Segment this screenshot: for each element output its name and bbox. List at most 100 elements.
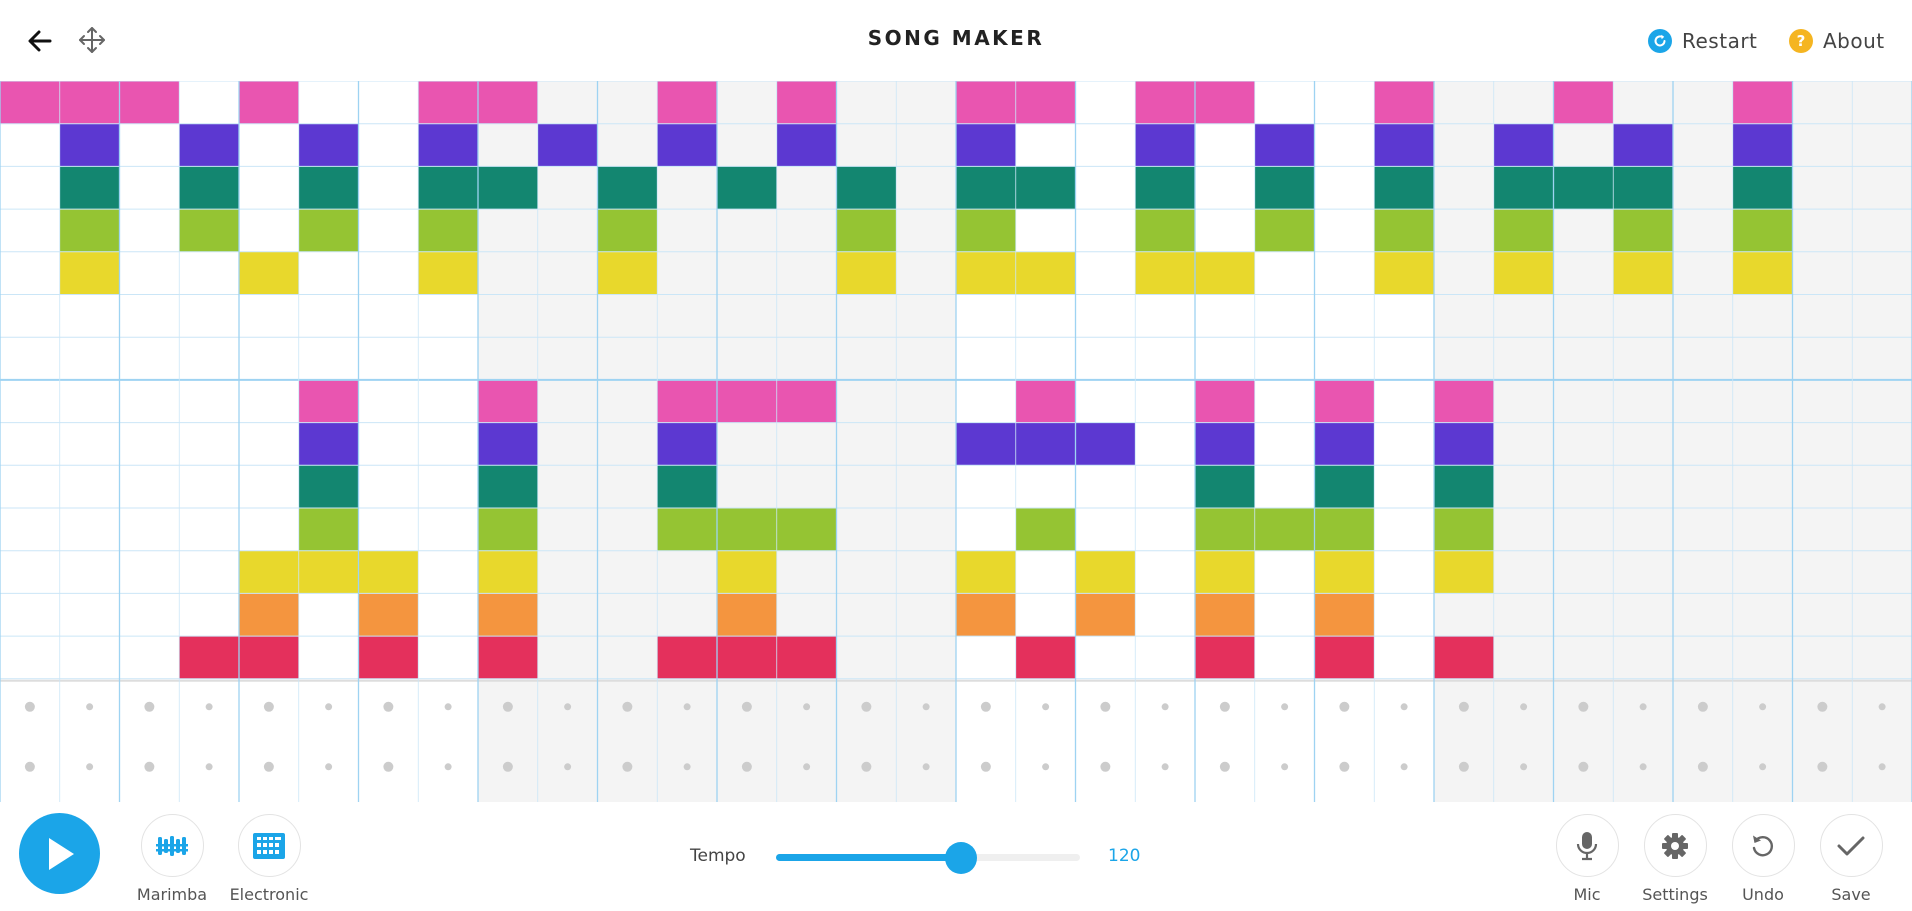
note-cell[interactable] (298, 550, 359, 594)
rhythm-dot[interactable] (741, 701, 752, 712)
note-cell[interactable] (1254, 123, 1315, 167)
note-cell[interactable] (1493, 123, 1554, 167)
note-cell[interactable] (1015, 422, 1076, 466)
note-cell[interactable] (1732, 251, 1793, 295)
save-button[interactable]: Save (1806, 814, 1896, 904)
note-cell[interactable] (418, 209, 478, 252)
note-cell[interactable] (717, 550, 777, 594)
note-cell[interactable] (418, 81, 478, 124)
rhythm-dot[interactable] (24, 761, 35, 772)
note-cell[interactable] (776, 636, 837, 679)
note-cell[interactable] (657, 636, 717, 679)
note-cell[interactable] (1434, 465, 1494, 508)
rhythm-dot[interactable] (1339, 761, 1350, 772)
rhythm-dot[interactable] (263, 761, 274, 772)
rhythm-dot[interactable] (1042, 703, 1050, 711)
note-cell[interactable] (179, 166, 239, 210)
note-cell[interactable] (1493, 251, 1554, 295)
note-cell[interactable] (298, 166, 359, 210)
rhythm-dot[interactable] (1817, 761, 1828, 772)
tempo-slider-thumb[interactable] (945, 842, 978, 874)
rhythm-dot[interactable] (1400, 703, 1408, 711)
note-cell[interactable] (1015, 379, 1076, 423)
note-cell[interactable] (298, 508, 359, 551)
note-cell[interactable] (1195, 636, 1255, 679)
note-cell[interactable] (836, 209, 897, 252)
note-cell[interactable] (1195, 465, 1255, 508)
note-cell[interactable] (537, 123, 598, 167)
note-cell[interactable] (597, 166, 658, 210)
note-grid-canvas[interactable] (0, 81, 1912, 802)
about-button[interactable]: ? About (1789, 24, 1885, 58)
note-cell[interactable] (1613, 209, 1673, 252)
note-cell[interactable] (358, 636, 419, 679)
instrument-button[interactable]: Marimba (127, 814, 217, 904)
note-cell[interactable] (1314, 550, 1375, 594)
note-cell[interactable] (1374, 251, 1434, 295)
note-cell[interactable] (1314, 379, 1375, 423)
note-cell[interactable] (1434, 508, 1494, 551)
note-cell[interactable] (1314, 422, 1375, 466)
rhythm-dot[interactable] (1578, 761, 1589, 772)
note-cell[interactable] (1135, 81, 1195, 124)
rhythm-dot[interactable] (24, 701, 35, 712)
note-cell[interactable] (776, 379, 837, 423)
rhythm-dot[interactable] (1281, 703, 1289, 711)
note-cell[interactable] (478, 166, 538, 210)
note-cell[interactable] (776, 81, 837, 124)
note-cell[interactable] (239, 81, 299, 124)
note-cell[interactable] (298, 123, 359, 167)
rhythm-dot[interactable] (383, 761, 394, 772)
note-cell[interactable] (239, 550, 299, 594)
rhythm-dot[interactable] (144, 761, 155, 772)
tempo-slider[interactable] (776, 842, 1080, 874)
note-cell[interactable] (179, 123, 239, 167)
note-cell[interactable] (1195, 508, 1255, 551)
note-cell[interactable] (657, 81, 717, 124)
note-cell[interactable] (478, 550, 538, 594)
note-cell[interactable] (358, 550, 419, 594)
rhythm-dot[interactable] (622, 701, 633, 712)
rhythm-dot[interactable] (444, 703, 452, 711)
note-cell[interactable] (836, 251, 897, 295)
rhythm-dot[interactable] (144, 701, 155, 712)
note-cell[interactable] (1254, 166, 1315, 210)
note-cell[interactable] (298, 209, 359, 252)
rhythm-dot[interactable] (1759, 763, 1767, 771)
note-cell[interactable] (59, 81, 120, 124)
note-cell[interactable] (1613, 123, 1673, 167)
note-cell[interactable] (1135, 166, 1195, 210)
rhythm-dot[interactable] (1161, 703, 1169, 711)
note-cell[interactable] (1135, 251, 1195, 295)
rhythm-dot[interactable] (1219, 761, 1230, 772)
note-cell[interactable] (717, 508, 777, 551)
note-cell[interactable] (1314, 465, 1375, 508)
note-cell[interactable] (1732, 209, 1793, 252)
rhythm-dot[interactable] (1639, 763, 1647, 771)
note-cell[interactable] (59, 209, 120, 252)
rhythm-dot[interactable] (502, 701, 513, 712)
note-cell[interactable] (478, 81, 538, 124)
rhythm-dot[interactable] (1697, 761, 1708, 772)
note-cell[interactable] (1075, 593, 1136, 637)
rhythm-dot[interactable] (325, 763, 333, 771)
rhythm-dot[interactable] (564, 763, 572, 771)
note-cell[interactable] (776, 123, 837, 167)
note-cell[interactable] (956, 251, 1016, 295)
note-cell[interactable] (1015, 81, 1076, 124)
rhythm-dot[interactable] (205, 763, 213, 771)
rhythm-dot[interactable] (1520, 703, 1528, 711)
rhythm-dot[interactable] (1520, 763, 1528, 771)
note-cell[interactable] (298, 422, 359, 466)
note-cell[interactable] (1613, 166, 1673, 210)
rhythm-dot[interactable] (1458, 761, 1469, 772)
rhythm-dot[interactable] (1042, 763, 1050, 771)
note-cell[interactable] (239, 251, 299, 295)
note-cell[interactable] (1135, 123, 1195, 167)
rhythm-dot[interactable] (980, 701, 991, 712)
note-cell[interactable] (717, 593, 777, 637)
rhythm-dot[interactable] (922, 703, 930, 711)
note-cell[interactable] (657, 422, 717, 466)
note-cell[interactable] (59, 123, 120, 167)
note-grid[interactable] (0, 81, 1912, 802)
